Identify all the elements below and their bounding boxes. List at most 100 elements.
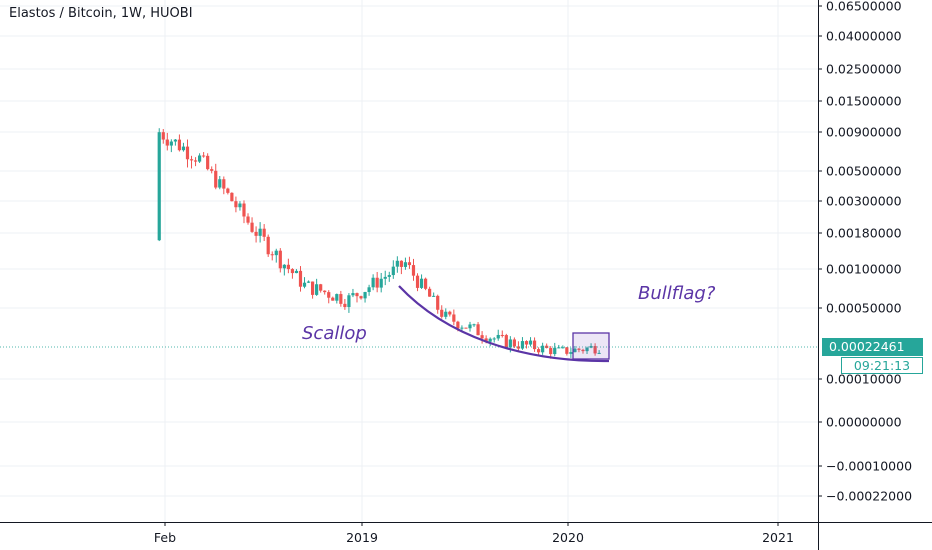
candle-body xyxy=(214,170,218,188)
scallop-annotation[interactable]: Scallop xyxy=(302,323,367,344)
time-tick-label: Feb xyxy=(154,530,176,545)
candle-body xyxy=(359,296,363,299)
candle-body xyxy=(165,139,169,146)
candle-body xyxy=(347,295,351,308)
price-tick-label: 0.02500000 xyxy=(826,62,902,77)
candle-body xyxy=(262,228,266,237)
price-tick-label: 0.00180000 xyxy=(826,226,902,241)
price-tick-label: 0.00900000 xyxy=(826,125,902,140)
candle-body xyxy=(310,281,315,295)
candle-body xyxy=(302,282,307,287)
candle-body xyxy=(367,287,371,293)
candle-body xyxy=(573,348,577,353)
candle-body xyxy=(496,334,500,339)
time-tick-label: 2021 xyxy=(762,530,794,545)
price-tick-label: 0.00050000 xyxy=(826,301,902,316)
candle-body xyxy=(423,278,428,289)
price-tick-label: −0.00022000 xyxy=(826,489,912,504)
candle-body xyxy=(189,159,194,161)
candle-body xyxy=(238,203,242,208)
candle-body xyxy=(585,347,589,352)
candle-body xyxy=(508,339,512,348)
candle-body xyxy=(476,324,480,336)
candle-body xyxy=(173,139,177,142)
price-tick-label: 0.06500000 xyxy=(826,0,902,14)
candle-body xyxy=(488,338,492,342)
candle-body xyxy=(177,139,182,151)
price-tick-label: 0.00300000 xyxy=(826,194,902,209)
price-tick-label: 0.04000000 xyxy=(826,29,902,44)
candle-body xyxy=(306,281,311,283)
candle-body xyxy=(536,349,541,353)
price-tick-label: 0.00100000 xyxy=(826,262,902,277)
candle-body xyxy=(351,293,355,296)
candle-body xyxy=(500,334,504,336)
candle-body xyxy=(375,277,379,288)
candle-body xyxy=(294,270,299,274)
candle-body xyxy=(274,250,278,256)
candle-body xyxy=(250,222,254,232)
candle-body xyxy=(270,254,274,256)
candle-body xyxy=(242,203,246,217)
price-tick-label: 0.00010000 xyxy=(826,372,902,387)
candle-body xyxy=(230,192,234,202)
candle-body xyxy=(387,275,391,277)
candle-body xyxy=(484,338,488,342)
candle-body xyxy=(432,295,436,297)
candle-body xyxy=(452,314,456,322)
time-tick-label: 2020 xyxy=(552,530,584,545)
candle-body xyxy=(468,324,472,329)
candle-body xyxy=(460,327,464,329)
candle-body xyxy=(504,335,508,348)
candle-body xyxy=(234,201,238,208)
candle-body xyxy=(597,352,601,354)
candle-body xyxy=(222,179,226,189)
candle-body xyxy=(516,346,521,349)
candle-body xyxy=(298,270,303,287)
candle-body xyxy=(512,339,516,347)
candle-body xyxy=(202,155,206,157)
candle-body xyxy=(464,327,468,329)
candle-body xyxy=(577,348,581,350)
candle-body xyxy=(581,349,585,352)
candle-body xyxy=(541,345,545,353)
candle-body xyxy=(282,264,286,269)
candle-body xyxy=(266,236,270,255)
candle-body xyxy=(161,132,165,140)
bullflag-annotation[interactable]: Bullflag? xyxy=(638,283,716,304)
candle-body xyxy=(419,278,424,288)
candle-body xyxy=(528,340,533,345)
candle-body xyxy=(371,277,375,288)
candle-body xyxy=(593,346,597,354)
candle-body xyxy=(343,303,347,308)
candle-body xyxy=(395,260,399,267)
candle-body xyxy=(444,311,448,317)
candle-body xyxy=(226,188,230,193)
candle-body xyxy=(355,293,359,297)
candle-body xyxy=(383,276,387,279)
candle-body xyxy=(331,297,335,301)
candle-body xyxy=(415,275,420,288)
candle-body xyxy=(520,341,525,349)
candle-body xyxy=(185,146,190,160)
candle-body xyxy=(157,132,161,241)
candle-body xyxy=(399,260,403,267)
candle-body xyxy=(258,228,262,236)
candlestick-series xyxy=(157,128,601,359)
candle-body xyxy=(363,292,367,299)
candle-body xyxy=(480,335,484,339)
candle-body xyxy=(561,347,565,349)
candle-body xyxy=(391,266,395,276)
time-tick-label: 2019 xyxy=(346,530,378,545)
bar-countdown-label: 09:21:13 xyxy=(841,357,923,374)
price-tick-label: −0.00010000 xyxy=(826,459,912,474)
candle-body xyxy=(549,348,553,355)
candle-body xyxy=(327,292,331,298)
candle-body xyxy=(428,288,432,297)
candle-body xyxy=(169,141,173,146)
candle-body xyxy=(407,262,412,266)
candle-body xyxy=(290,269,295,274)
price-tick-label: 0.00000000 xyxy=(826,415,902,430)
candle-body xyxy=(456,321,460,329)
